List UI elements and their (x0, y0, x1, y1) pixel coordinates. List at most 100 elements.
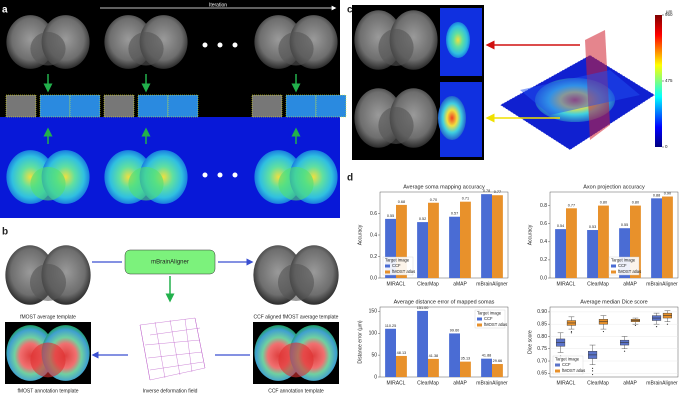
legend-swatch (385, 270, 390, 274)
legend-title: Target image (611, 258, 636, 263)
x-tick-label: mBrainAligner (476, 380, 508, 386)
value-label: 0.70 (430, 198, 437, 202)
caption: fMOST average template (20, 314, 76, 320)
value-label: 41.88 (482, 354, 492, 358)
bar (566, 208, 577, 278)
value-label: 48.13 (397, 351, 407, 355)
y-tick-label: 0.4 (540, 239, 547, 245)
bar (449, 216, 460, 278)
value-label: 0.88 (653, 193, 660, 197)
colorbar-tick-label: 950 (665, 12, 673, 17)
panel-label: c (347, 5, 353, 16)
value-label: 0.52 (419, 217, 426, 221)
outlier (570, 332, 573, 334)
x-tick-label: aMAP (623, 380, 637, 386)
x-tick-label: mBrainAligner (646, 281, 678, 287)
legend-label: CCF (618, 263, 627, 268)
x-tick-label: ClearMap (417, 380, 439, 386)
panel-label: d (347, 173, 353, 184)
aligner-box (124, 249, 216, 275)
bar (555, 229, 566, 278)
x-tick-label: ClearMap (587, 281, 609, 287)
x-tick-label: aMAP (453, 281, 467, 287)
bar (460, 201, 471, 278)
cut-plane (520, 70, 640, 115)
outlier (634, 324, 637, 327)
x-tick-label: ClearMap (587, 380, 609, 386)
outlier (591, 373, 594, 376)
legend-label: CCF (392, 263, 401, 268)
bar (619, 228, 630, 278)
zoom-patch (167, 94, 199, 118)
legend-box (382, 256, 414, 276)
outlier (602, 330, 605, 333)
legend-label: fMOST atlas (392, 269, 415, 274)
bar (428, 202, 439, 278)
blue-arrows (91, 258, 254, 359)
legend-label: CCF (562, 362, 571, 367)
iteration-label: Iteration (209, 2, 227, 8)
bar (449, 333, 460, 377)
y-tick-label: 50 (371, 352, 377, 358)
brain-core (128, 31, 164, 66)
bar (630, 205, 641, 278)
outlier (666, 323, 669, 325)
x-tick-label: aMAP (623, 281, 637, 287)
bar (598, 205, 609, 278)
caption: CCF aligned fMOST average template (254, 314, 339, 320)
y-tick-label: 150 (369, 309, 378, 315)
outlier (591, 370, 594, 372)
value-label: 29.66 (493, 359, 503, 363)
x-tick-label: MIRACL (387, 380, 406, 386)
outlier (655, 326, 658, 328)
bar (662, 196, 673, 278)
y-tick-label: 0.65 (537, 371, 547, 377)
y-tick-label: 0.8 (540, 203, 547, 209)
legend-title: Target image (385, 258, 410, 263)
value-label: 110.25 (385, 324, 396, 328)
caption: fMOST annotation template (17, 388, 78, 394)
value-label: 0.71 (462, 197, 469, 201)
bar (396, 355, 407, 377)
value-label: 35.13 (461, 357, 471, 361)
bar (428, 358, 439, 377)
zoom-patch (39, 94, 71, 118)
panel-label: a (2, 5, 8, 16)
bar (385, 328, 396, 377)
x-tick-label: aMAP (453, 380, 467, 386)
y-tick-label: 0 (374, 374, 377, 380)
bar (396, 204, 407, 278)
brain-core (30, 31, 66, 66)
heat-spot (438, 96, 466, 140)
legend-box (552, 355, 584, 375)
y-axis-label: Accuracy (357, 224, 363, 245)
x-tick-label: MIRACL (557, 380, 576, 386)
legend-box (474, 309, 506, 329)
zoom-patch (251, 94, 283, 118)
y-tick-label: 0.0 (370, 275, 377, 281)
ellipsis (202, 42, 238, 178)
y-tick-label: 0.90 (537, 309, 547, 315)
brain-core (30, 342, 66, 378)
y-tick-label: 0.6 (370, 211, 377, 217)
value-label: 0.57 (451, 212, 458, 216)
legend-swatch (611, 270, 616, 274)
zoom-patch (5, 94, 37, 118)
y-tick-label: 0.2 (370, 254, 377, 260)
colorbar-tick-label: 0 (665, 144, 668, 149)
legend-title: Target image (477, 311, 502, 316)
panel-label: b (2, 227, 8, 238)
value-label: 0.77 (494, 190, 501, 194)
chart-title: Average soma mapping accuracy (403, 184, 485, 190)
value-label: 151.00 (417, 306, 429, 310)
colorbar (655, 15, 662, 147)
heat-spot (446, 22, 470, 58)
zoom-patch (285, 94, 317, 118)
bar (481, 358, 492, 377)
legend-label: CCF (484, 316, 493, 321)
outlier (591, 367, 594, 370)
caption: CCF annotation template (268, 388, 324, 394)
caption: Inverse deformation field (143, 388, 198, 394)
value-label: 0.78 (483, 189, 490, 193)
